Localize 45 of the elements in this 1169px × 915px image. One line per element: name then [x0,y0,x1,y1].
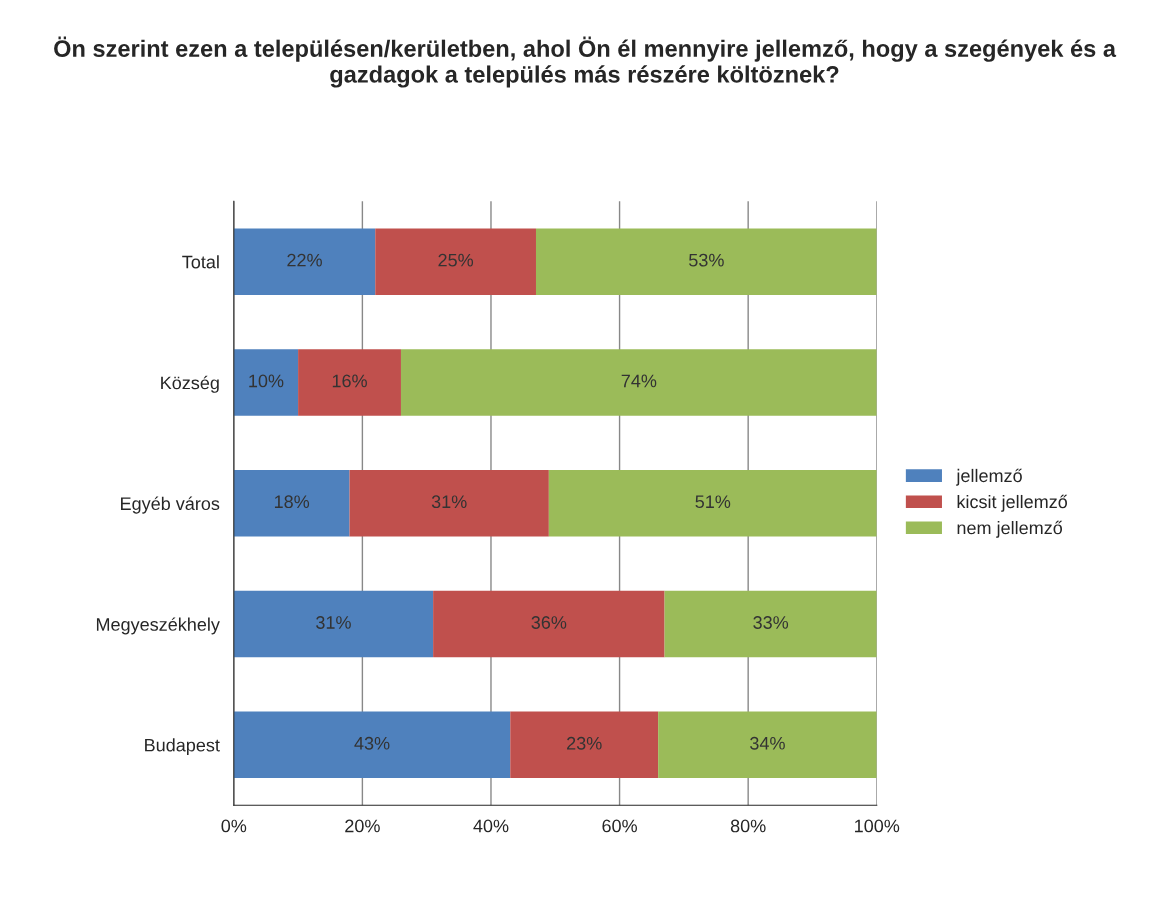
bar [233,228,376,295]
bar [510,711,659,779]
data-label: 31% [316,616,351,629]
bar [664,590,877,658]
chart-title: Ön szerint ezen a településen/kerületben, ahol Ön él mennyire jellemző, hogy a szegények és a gazdagok a település más részére költöznek? [54,36,1117,88]
data-label: 25% [438,253,474,267]
data-label: 53% [689,253,724,267]
bar [233,711,511,779]
y-tick-label: Budapest [145,738,220,756]
bar [233,349,299,416]
legend-label: nem jellemző [957,520,1063,538]
bar [233,470,350,537]
data-label: 16% [332,374,367,388]
data-label: 22% [287,253,322,267]
legend-label: jellemző [955,468,1022,486]
x-tick-label: 80% [730,819,766,833]
data-label: 10% [249,374,284,388]
y-tick-label: Község [161,375,219,393]
bar [349,470,549,537]
y-tick-label: Megyeszékhely [96,617,220,635]
x-tick-label: 20% [345,819,380,833]
data-label: 74% [621,374,657,388]
y-tick-label: Egyéb város [121,496,220,514]
data-label: 36% [531,616,567,629]
data-label: 31% [431,495,467,509]
bar [548,470,877,537]
data-label: 34% [750,736,785,750]
bar [233,590,434,658]
data-label: 18% [274,495,310,509]
legend-label: kicsit jellemző [957,494,1068,512]
bar [433,590,665,658]
x-tick-label: 40% [473,819,509,833]
bar [658,711,877,779]
bar [535,228,877,295]
data-label: 33% [753,616,789,629]
x-tick-label: 0% [221,819,247,833]
data-label: 43% [354,736,390,750]
bar [375,228,536,295]
x-tick-label: 60% [602,819,637,833]
x-tick-label: 100% [855,819,900,833]
y-tick-label: Total [182,255,219,269]
bar [400,349,877,416]
data-label: 51% [695,495,731,509]
bar [298,349,401,416]
data-label: 23% [567,736,602,750]
